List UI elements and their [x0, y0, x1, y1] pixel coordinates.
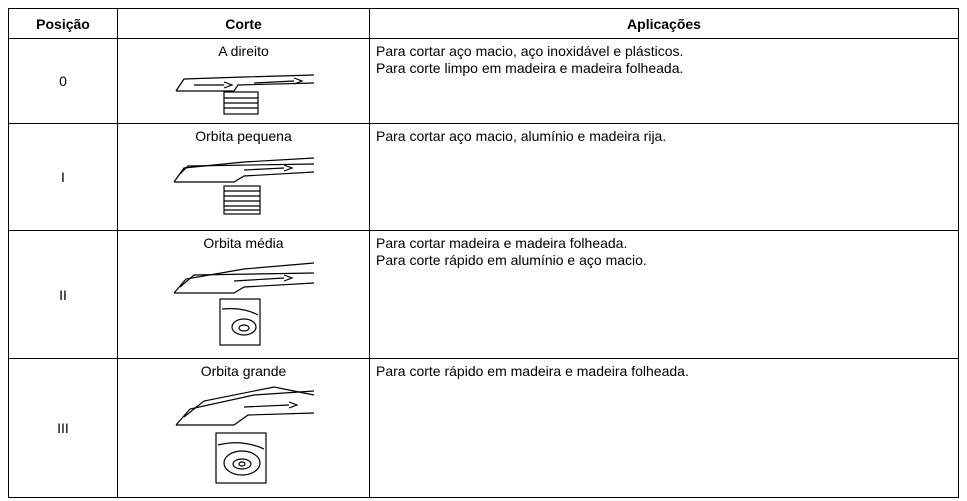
table: Posição Corte Aplicações 0 A direito Par…: [8, 8, 959, 498]
position: I: [8, 123, 118, 231]
applications: Para cortar aço macio, alumínio e madeir…: [369, 123, 959, 231]
header-cell: Aplicações: [369, 8, 959, 39]
application-line: Para corte limpo em madeira e madeira fo…: [376, 60, 684, 76]
cut-cell: Orbita pequena: [117, 123, 370, 231]
application-line: Para cortar aço macio, alumínio e madeir…: [376, 128, 667, 144]
position: III: [8, 358, 118, 498]
cut-label: A direito: [218, 43, 269, 59]
cut-illustration: [173, 262, 314, 346]
application-line: Para corte rápido em madeira e madeira f…: [376, 363, 689, 379]
header-cell: Corte: [117, 8, 370, 39]
application-line: Para cortar aço macio, aço inoxidável e …: [376, 43, 684, 59]
position: II: [8, 230, 118, 359]
application-line: Para cortar madeira e madeira folheada.: [376, 235, 628, 251]
cut-cell: Orbita grande: [117, 358, 370, 498]
cut-cell: A direito: [117, 38, 370, 124]
row: I Orbita pequena Para cortar aço macio, …: [8, 123, 959, 231]
cut-label: Orbita grande: [200, 363, 287, 379]
row: 0 A direito Para cortar aço macio, aço i…: [8, 38, 959, 124]
header-row: Posição Corte Aplicações: [8, 8, 959, 39]
row: II Orbita média Para cortar madeira e ma…: [8, 230, 959, 359]
cut-illustration: [175, 386, 314, 484]
cut-illustration: [175, 74, 314, 115]
header-cell: Posição: [8, 8, 118, 39]
applications: Para cortar madeira e madeira folheada. P…: [369, 230, 959, 359]
position: 0: [8, 38, 118, 124]
applications: Para corte rápido em madeira e madeira f…: [369, 358, 959, 498]
cut-label: Orbita média: [203, 235, 284, 251]
cut-label: Orbita pequena: [195, 128, 292, 144]
row: III Orbita grande Para corte rápido em m…: [8, 358, 959, 498]
cut-cell: Orbita média: [117, 230, 370, 359]
cut-illustration: [173, 157, 314, 215]
application-line: Para corte rápido em alumínio e aço maci…: [376, 252, 647, 268]
applications: Para cortar aço macio, aço inoxidável e …: [369, 38, 959, 124]
